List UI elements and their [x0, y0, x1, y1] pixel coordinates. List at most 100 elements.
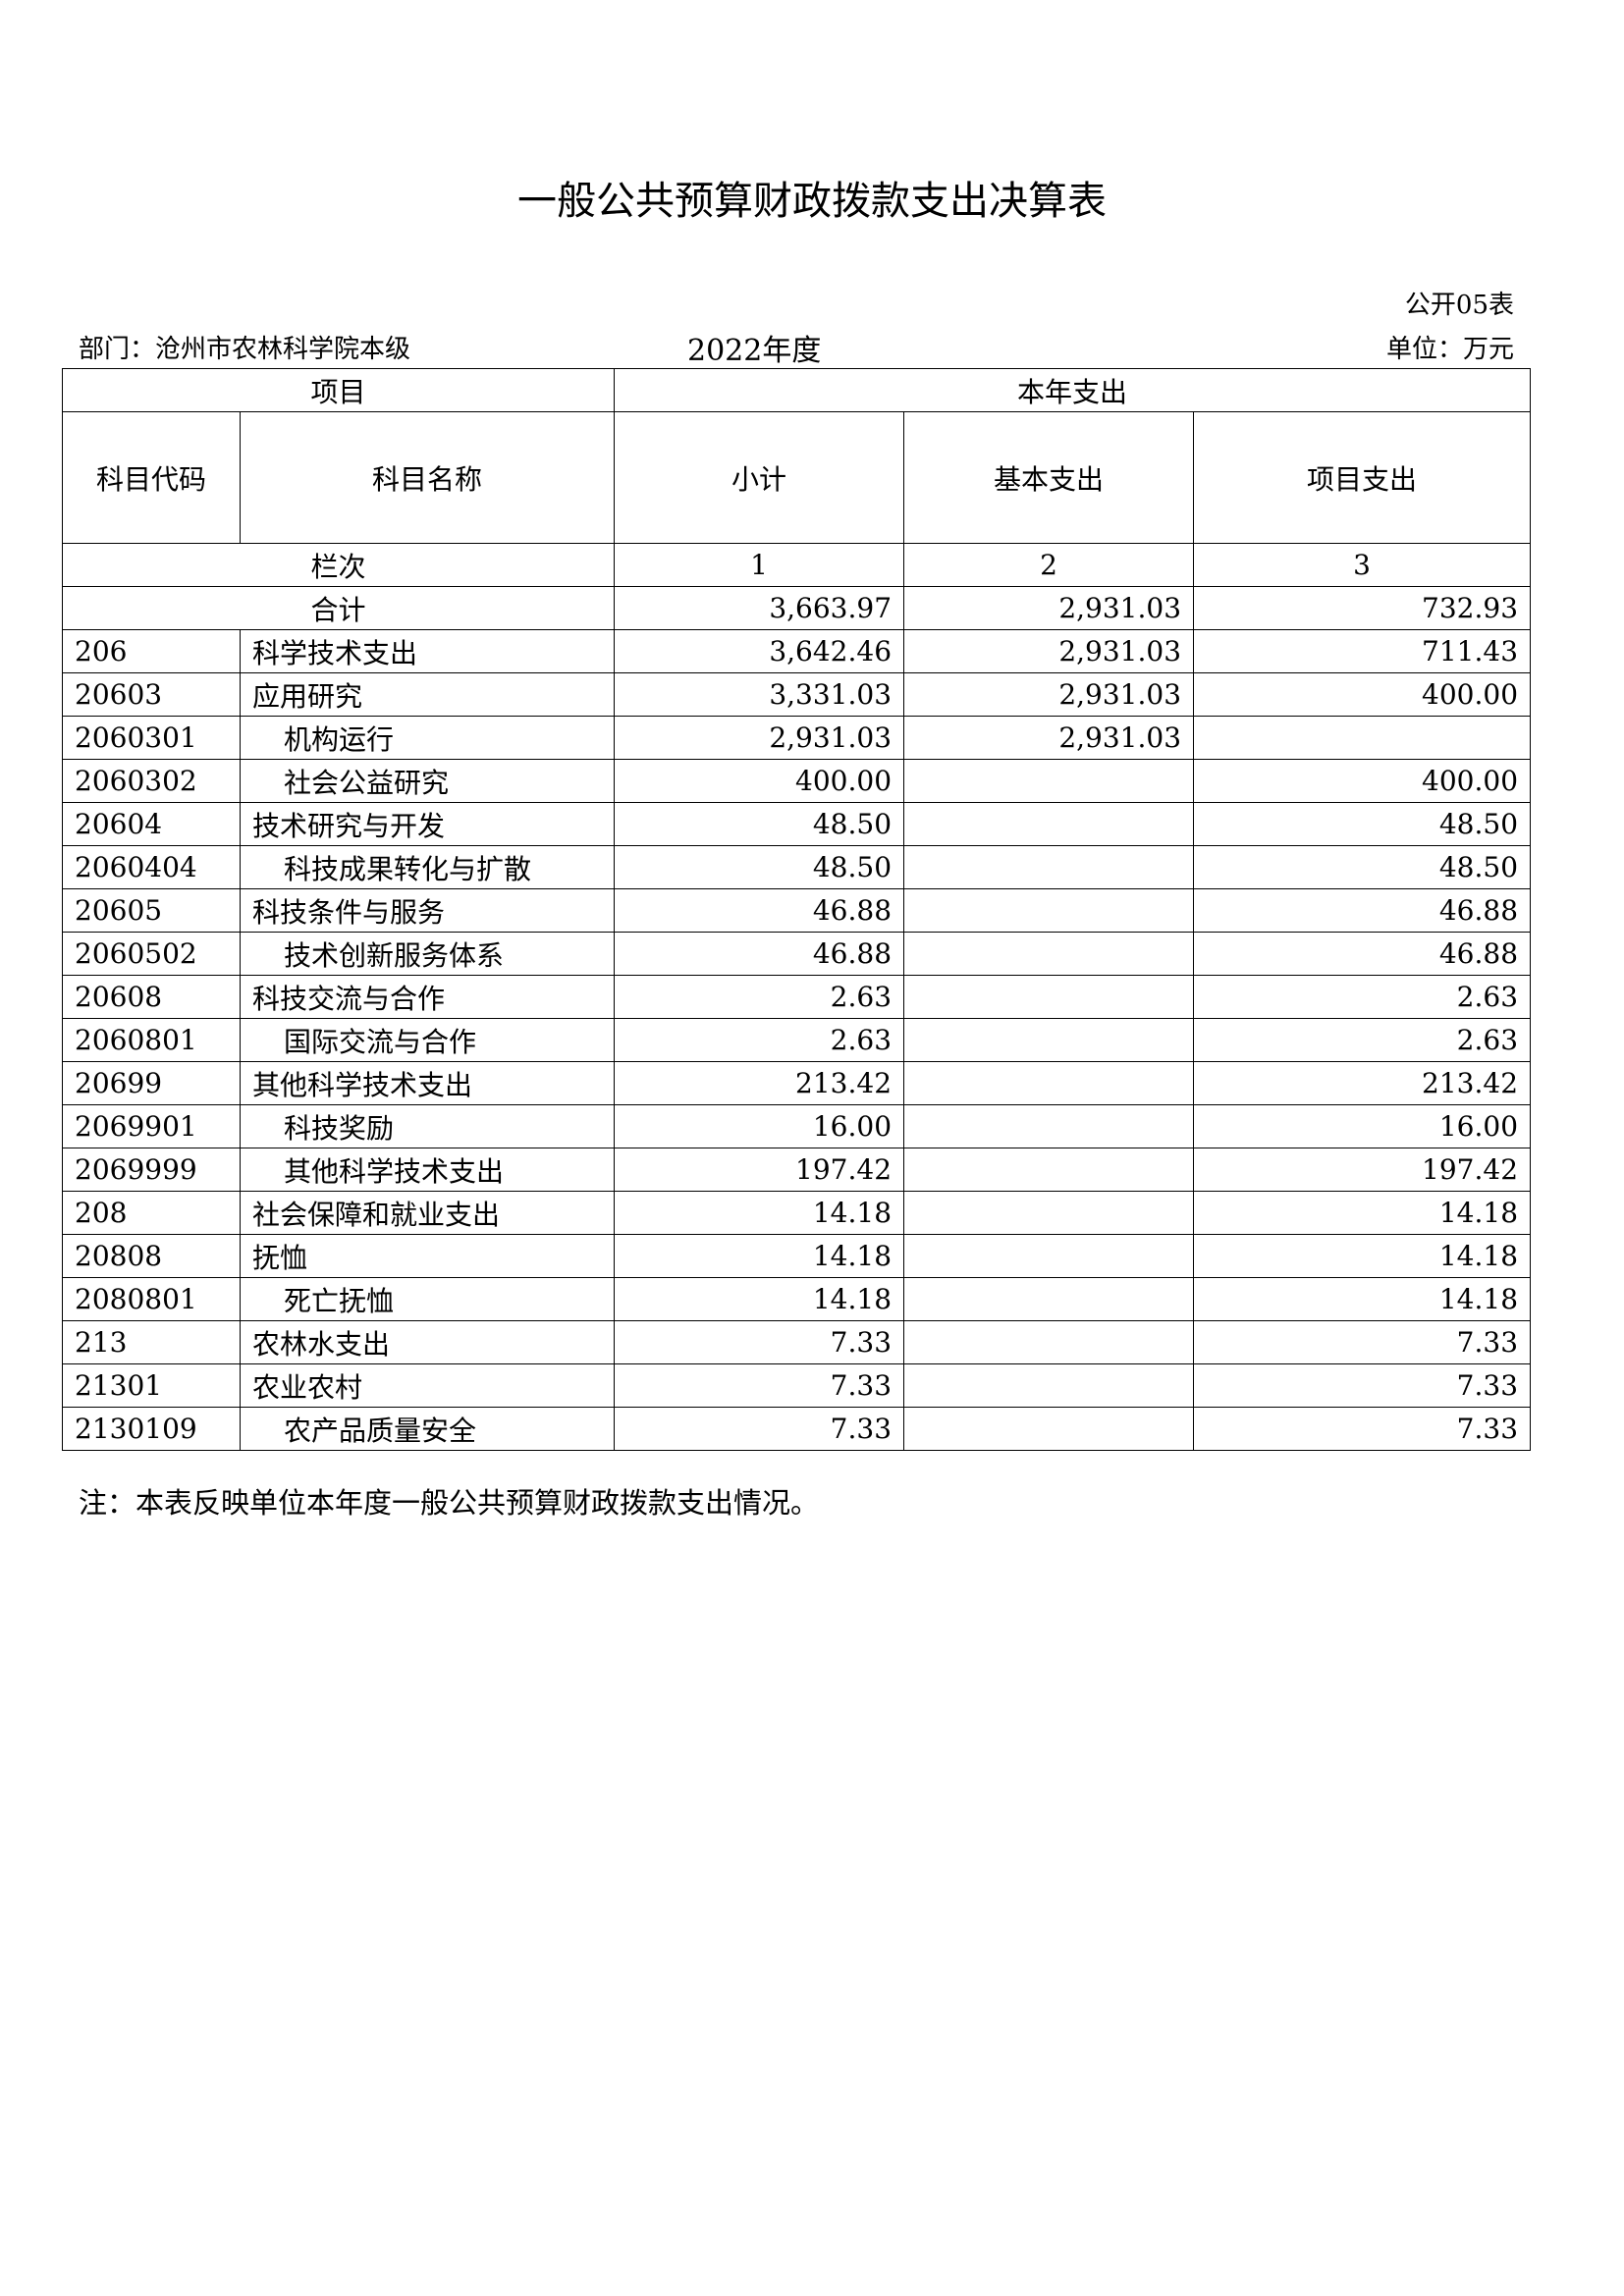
table-row: 20808 抚恤 14.18 14.18 [62, 1234, 1532, 1278]
row-name: 农林水支出 [239, 1320, 616, 1364]
row-basic: 2,931.03 [903, 672, 1195, 717]
row-name: 技术研究与开发 [239, 802, 616, 846]
row-code: 20808 [62, 1234, 241, 1278]
row-code: 20604 [62, 802, 241, 846]
row-name: 机构运行 [239, 716, 616, 760]
row-code: 2060404 [62, 845, 241, 889]
row-subtotal: 48.50 [614, 802, 905, 846]
table-row: 2130109 农产品质量安全 7.33 7.33 [62, 1407, 1532, 1451]
row-project: 16.00 [1193, 1104, 1532, 1148]
department: 部门：沧州市农林科学院本级 [79, 335, 411, 364]
table-row: 213 农林水支出 7.33 7.33 [62, 1320, 1532, 1364]
row-subtotal: 14.18 [614, 1277, 905, 1321]
row-basic [903, 975, 1195, 1019]
row-project [1193, 716, 1532, 760]
header-project: 项目支出 [1193, 411, 1532, 544]
unit: 单位：万元 [1385, 335, 1514, 364]
total-label: 合计 [61, 586, 616, 630]
row-project: 14.18 [1193, 1234, 1532, 1278]
column-label: 栏次 [61, 543, 616, 587]
row-code: 206 [62, 629, 241, 673]
table-row: 2060801 国际交流与合作 2.63 2.63 [62, 1018, 1532, 1062]
row-code: 2080801 [62, 1277, 241, 1321]
row-subtotal: 7.33 [614, 1320, 905, 1364]
col-3: 3 [1193, 543, 1532, 587]
row-name: 科技条件与服务 [239, 888, 616, 933]
header-code: 科目代码 [62, 411, 241, 544]
row-project: 48.50 [1193, 802, 1532, 846]
row-project: 197.42 [1193, 1148, 1532, 1192]
row-subtotal: 16.00 [614, 1104, 905, 1148]
row-code: 21301 [62, 1363, 241, 1408]
table-row: 2069901 科技奖励 16.00 16.00 [62, 1104, 1532, 1148]
header-subtotal: 小计 [614, 411, 905, 544]
col-1: 1 [614, 543, 905, 587]
table-row: 2069999 其他科学技术支出 197.42 197.42 [62, 1148, 1532, 1192]
row-name: 其他科学技术支出 [239, 1061, 616, 1105]
table-row: 2080801 死亡抚恤 14.18 14.18 [62, 1277, 1532, 1321]
total-project: 732.93 [1193, 586, 1532, 630]
row-project: 7.33 [1193, 1407, 1532, 1451]
row-code: 208 [62, 1191, 241, 1235]
row-name: 科学技术支出 [239, 629, 616, 673]
row-basic [903, 888, 1195, 933]
row-basic [903, 1018, 1195, 1062]
row-name: 社会保障和就业支出 [239, 1191, 616, 1235]
total-subtotal: 3,663.97 [614, 586, 905, 630]
row-subtotal: 400.00 [614, 759, 905, 803]
row-code: 20603 [62, 672, 241, 717]
row-basic [903, 1191, 1195, 1235]
row-name: 社会公益研究 [239, 759, 616, 803]
table-row: 2060502 技术创新服务体系 46.88 46.88 [62, 932, 1532, 976]
row-basic [903, 1061, 1195, 1105]
row-basic [903, 1407, 1195, 1451]
row-project: 46.88 [1193, 932, 1532, 976]
table-row: 20604 技术研究与开发 48.50 48.50 [62, 802, 1532, 846]
row-name: 抚恤 [239, 1234, 616, 1278]
row-basic [903, 1234, 1195, 1278]
row-subtotal: 48.50 [614, 845, 905, 889]
row-name: 农产品质量安全 [239, 1407, 616, 1451]
expenditure-table: 项目 本年支出 科目代码 科目名称 小计 基本支出 项目支出 栏次 1 2 3 … [61, 368, 1532, 1451]
table-row: 2060404 科技成果转化与扩散 48.50 48.50 [62, 845, 1532, 889]
header-name: 科目名称 [239, 411, 616, 544]
table-row: 20699 其他科学技术支出 213.42 213.42 [62, 1061, 1532, 1105]
header-current-year: 本年支出 [614, 368, 1532, 412]
col-2: 2 [903, 543, 1195, 587]
row-subtotal: 46.88 [614, 888, 905, 933]
header-basic: 基本支出 [903, 411, 1195, 544]
row-subtotal: 46.88 [614, 932, 905, 976]
row-code: 2060301 [62, 716, 241, 760]
fiscal-year: 2022年度 [687, 334, 822, 368]
row-name: 科技成果转化与扩散 [239, 845, 616, 889]
row-basic [903, 1320, 1195, 1364]
row-code: 20608 [62, 975, 241, 1019]
footnote: 注：本表反映单位本年度一般公共预算财政拨款支出情况。 [79, 1486, 820, 1520]
row-name: 科技交流与合作 [239, 975, 616, 1019]
row-project: 7.33 [1193, 1363, 1532, 1408]
row-name: 科技奖励 [239, 1104, 616, 1148]
row-basic: 2,931.03 [903, 629, 1195, 673]
table-row: 20608 科技交流与合作 2.63 2.63 [62, 975, 1532, 1019]
row-basic [903, 802, 1195, 846]
row-code: 2060302 [62, 759, 241, 803]
row-code: 20699 [62, 1061, 241, 1105]
row-subtotal: 3,331.03 [614, 672, 905, 717]
row-name: 应用研究 [239, 672, 616, 717]
row-subtotal: 3,642.46 [614, 629, 905, 673]
table-row: 21301 农业农村 7.33 7.33 [62, 1363, 1532, 1408]
row-basic: 2,931.03 [903, 716, 1195, 760]
row-basic [903, 1104, 1195, 1148]
row-subtotal: 213.42 [614, 1061, 905, 1105]
row-project: 46.88 [1193, 888, 1532, 933]
total-basic: 2,931.03 [903, 586, 1195, 630]
row-subtotal: 2.63 [614, 1018, 905, 1062]
row-project: 400.00 [1193, 672, 1532, 717]
row-basic [903, 845, 1195, 889]
row-name: 技术创新服务体系 [239, 932, 616, 976]
row-code: 2130109 [62, 1407, 241, 1451]
row-project: 14.18 [1193, 1277, 1532, 1321]
row-code: 2069999 [62, 1148, 241, 1192]
form-number: 公开05表 [1404, 291, 1514, 320]
row-basic [903, 1277, 1195, 1321]
